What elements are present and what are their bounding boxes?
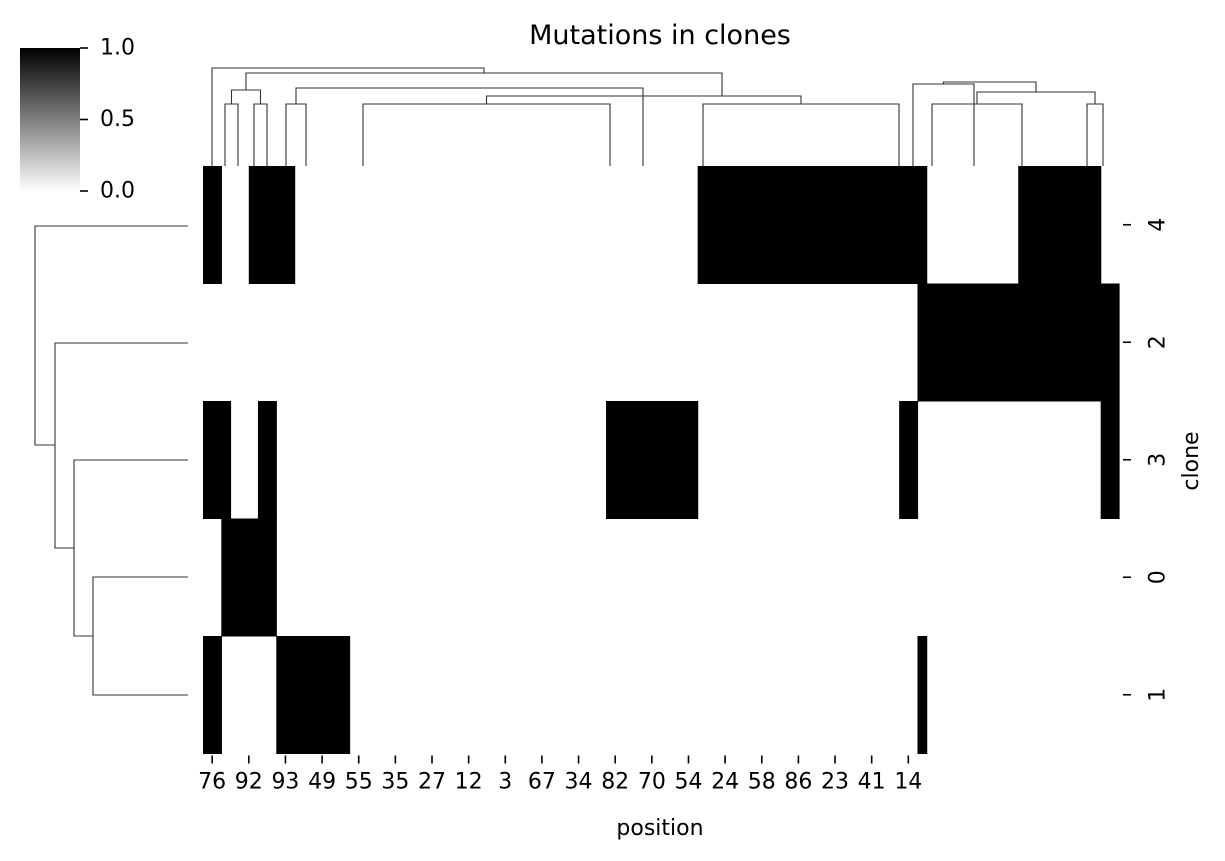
colorbar: 0.0 0.5 1.0 <box>20 36 135 204</box>
x-tick-label: 12 <box>455 770 483 795</box>
heatmap-cell <box>276 636 351 754</box>
colorbar-ticks: 0.0 0.5 1.0 <box>80 36 135 204</box>
colorbar-tick-label: 0.5 <box>100 107 135 132</box>
heatmap-cell <box>221 518 277 637</box>
x-axis-label: position <box>616 816 703 841</box>
x-tick-label: 49 <box>308 770 336 795</box>
y-tick-label: 2 <box>1146 335 1171 349</box>
x-axis: 76 92 93 49 55 35 27 12 3 67 34 82 70 54 24 58 86 23 41 14 <box>198 755 922 795</box>
colorbar-tick-label: 1.0 <box>100 36 135 61</box>
heatmap-cell <box>1100 401 1120 519</box>
x-tick-label: 23 <box>821 770 849 795</box>
colorbar-tick-label: 0.0 <box>100 179 135 204</box>
x-tick-label: 35 <box>381 770 409 795</box>
chart-title: Mutations in clones <box>529 20 791 51</box>
x-tick-label: 14 <box>894 770 922 795</box>
heatmap-cell <box>203 166 222 284</box>
y-axis-label: clone <box>1179 431 1204 490</box>
y-tick-label: 1 <box>1146 688 1171 702</box>
heatmap-cell <box>257 401 277 519</box>
x-tick-label: 86 <box>784 770 812 795</box>
x-tick-label: 58 <box>748 770 776 795</box>
heatmap-cell <box>248 166 296 284</box>
y-tick-label: 0 <box>1146 570 1171 584</box>
x-tick-label: 54 <box>674 770 702 795</box>
x-tick-label: 93 <box>271 770 299 795</box>
heatmap-cell <box>203 401 232 519</box>
x-tick-label: 27 <box>418 770 446 795</box>
x-tick-label: 55 <box>345 770 373 795</box>
heatmap-cell <box>899 401 919 519</box>
heatmap-cell <box>1018 166 1102 284</box>
heatmap-cell <box>917 283 1120 402</box>
x-tick-label: 82 <box>601 770 629 795</box>
x-tick-label: 41 <box>858 770 886 795</box>
x-tick-label: 67 <box>528 770 556 795</box>
heatmap <box>203 166 1120 754</box>
heatmap-cell <box>697 166 928 284</box>
column-dendrogram <box>211 67 1104 166</box>
x-tick-label: 3 <box>498 770 512 795</box>
heatmap-cell <box>203 636 222 754</box>
heatmap-cell <box>917 636 928 754</box>
row-dendrogram <box>34 225 188 696</box>
x-tick-label: 24 <box>711 770 739 795</box>
heatmap-cell <box>606 401 699 519</box>
y-tick-label: 4 <box>1146 218 1171 232</box>
y-tick-label: 3 <box>1146 453 1171 467</box>
x-tick-label: 92 <box>235 770 263 795</box>
x-tick-label: 76 <box>198 770 226 795</box>
colorbar-gradient <box>20 48 80 191</box>
y-axis: 4 2 3 0 1 <box>1123 218 1171 702</box>
x-tick-label: 70 <box>638 770 666 795</box>
x-tick-label: 34 <box>565 770 593 795</box>
